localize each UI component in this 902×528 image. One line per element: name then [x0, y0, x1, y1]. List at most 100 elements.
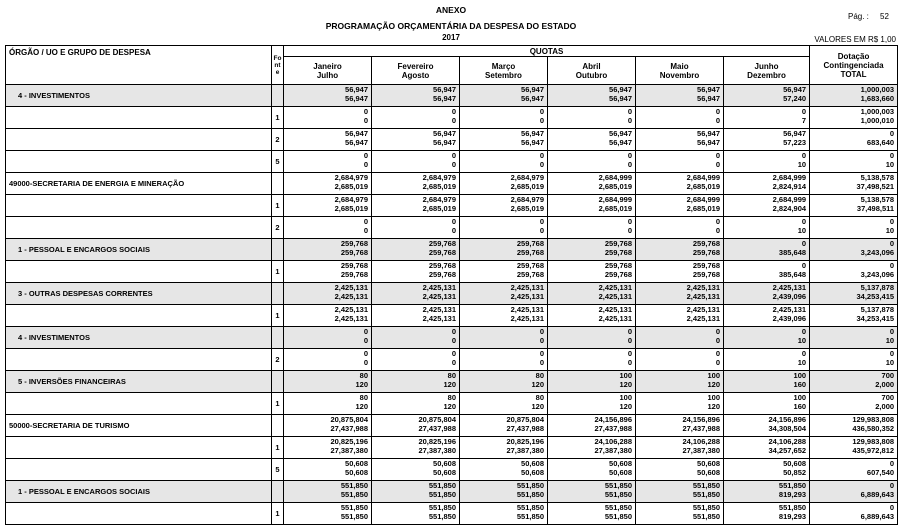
value: 0 — [801, 239, 807, 248]
value-cell: 5,138,578 37,498,521 — [809, 172, 899, 195]
value-cell: 2,684,999 2,824,914 — [722, 172, 811, 195]
value: 10 — [885, 225, 895, 235]
value: 0 — [451, 115, 456, 125]
value-cell: 80 120 — [371, 370, 460, 393]
value: 259,768 — [428, 239, 456, 248]
empty-cell — [5, 458, 272, 481]
value: 34,253,415 — [856, 291, 895, 301]
table-row: 4 - INVESTIMENTOS 56,947 56,947 56,947 56,94… — [5, 84, 899, 107]
value: 120 — [619, 379, 632, 389]
value: 259,768 — [692, 261, 720, 270]
value: 2,684,979 — [510, 173, 544, 182]
value: 0 — [539, 151, 544, 160]
value-cell: 2,425,131 2,439,096 — [722, 282, 811, 305]
value-cell: 2,684,999 2,685,019 — [635, 194, 724, 217]
value-cell: 5,138,578 37,498,511 — [809, 194, 899, 217]
value-cell: 0 3,243,096 — [809, 238, 899, 261]
value-cell: 2,425,131 2,425,131 — [635, 304, 724, 327]
value-cell: 0 10 — [809, 150, 899, 173]
value: 0 — [889, 327, 895, 336]
total-head: Dotação — [837, 51, 870, 61]
value: 0 — [363, 349, 368, 358]
value-cell: 551,850 551,850 — [635, 480, 724, 503]
value: 2,685,019 — [686, 181, 720, 191]
value: 0 — [627, 159, 632, 169]
value-cell: 2,425,131 2,425,131 — [371, 304, 460, 327]
value: 50,608 — [433, 467, 456, 477]
value-cell: 20,825,196 27,387,380 — [283, 436, 372, 459]
value-cell: 259,768 259,768 — [547, 260, 636, 283]
value: 385,648 — [778, 247, 807, 257]
value: 5,138,578 — [860, 195, 895, 204]
value: 120 — [443, 379, 456, 389]
value: 2,425,131 — [334, 305, 368, 314]
value: 2,684,979 — [510, 195, 544, 204]
table-row: 2 56,947 56,947 56,947 56,947 56,947 56,947 56,… — [5, 128, 899, 151]
value-cell: 100 160 — [722, 370, 811, 393]
value: 120 — [707, 379, 720, 389]
value-cell: 2,684,979 2,685,019 — [371, 172, 460, 195]
value: 1,683,660 — [860, 93, 895, 103]
empty-cell — [271, 172, 284, 195]
value-cell: 24,156,896 27,437,988 — [635, 414, 724, 437]
value: 50,608 — [697, 459, 720, 468]
empty-cell — [271, 480, 284, 503]
value: 34,257,652 — [768, 445, 807, 455]
units: VALORES EM R$ 1,00 — [814, 35, 896, 44]
value: 700 — [881, 393, 895, 402]
fonte-cell: 2 — [271, 216, 284, 239]
value-cell: 2,425,131 2,425,131 — [547, 304, 636, 327]
value: 160 — [793, 401, 807, 411]
value: 129,983,808 — [852, 437, 895, 446]
value: 551,850 — [692, 511, 720, 521]
value: 120 — [707, 401, 720, 411]
value-cell: 259,768 259,768 — [459, 260, 548, 283]
value-cell: 50,608 50,852 — [722, 458, 811, 481]
value-cell: 259,768 259,768 — [459, 238, 548, 261]
value: 0 — [715, 107, 720, 116]
fonte-cell: 1 — [271, 392, 284, 415]
value: 385,648 — [778, 269, 807, 279]
value: 0 — [715, 327, 720, 336]
value-cell: 20,875,804 27,437,988 — [459, 414, 548, 437]
value: 0 — [451, 225, 456, 235]
value: 0 — [627, 115, 632, 125]
row-label: 5 - INVERSÕES FINANCEIRAS — [5, 370, 272, 393]
value: 551,850 — [340, 489, 368, 499]
empty-cell — [5, 194, 272, 217]
month-name: Janeiro — [313, 61, 342, 71]
table-row: 2 0 0 0 0 0 0 0 0 0 0 0 10 0 10 — [5, 348, 899, 371]
value-cell: 2,425,131 2,439,096 — [722, 304, 811, 327]
value-cell: 0 6,889,643 — [809, 480, 899, 503]
value: 34,253,415 — [856, 313, 895, 323]
value: 0 — [451, 349, 456, 358]
row-label: 1 - PESSOAL E ENCARGOS SOCIAIS — [5, 238, 272, 261]
value: 50,608 — [345, 459, 368, 468]
value: 24,106,288 — [768, 437, 807, 446]
value: 2,425,131 — [686, 313, 720, 323]
value: 0 — [363, 115, 368, 125]
value: 2,425,131 — [598, 291, 632, 301]
value: 607,540 — [866, 467, 895, 477]
value: 100 — [707, 371, 720, 380]
value-cell: 0 385,648 — [722, 260, 811, 283]
value: 56,947 — [609, 93, 632, 103]
empty-cell — [5, 304, 272, 327]
value: 0 — [627, 107, 632, 116]
value: 2,425,131 — [686, 291, 720, 301]
col-fonte: Fonte — [271, 45, 284, 85]
value-cell: 551,850 551,850 — [459, 502, 548, 525]
table-row: 1 20,825,196 27,387,380 20,825,196 27,387,38… — [5, 436, 899, 459]
month-name: Fevereiro — [397, 61, 434, 71]
value: 0 — [539, 159, 544, 169]
value: 551,850 — [604, 481, 632, 490]
empty-cell — [5, 150, 272, 173]
value: 0 — [451, 107, 456, 116]
value: 56,947 — [609, 137, 632, 147]
value-cell: 0 10 — [809, 216, 899, 239]
value: 551,850 — [604, 503, 632, 512]
